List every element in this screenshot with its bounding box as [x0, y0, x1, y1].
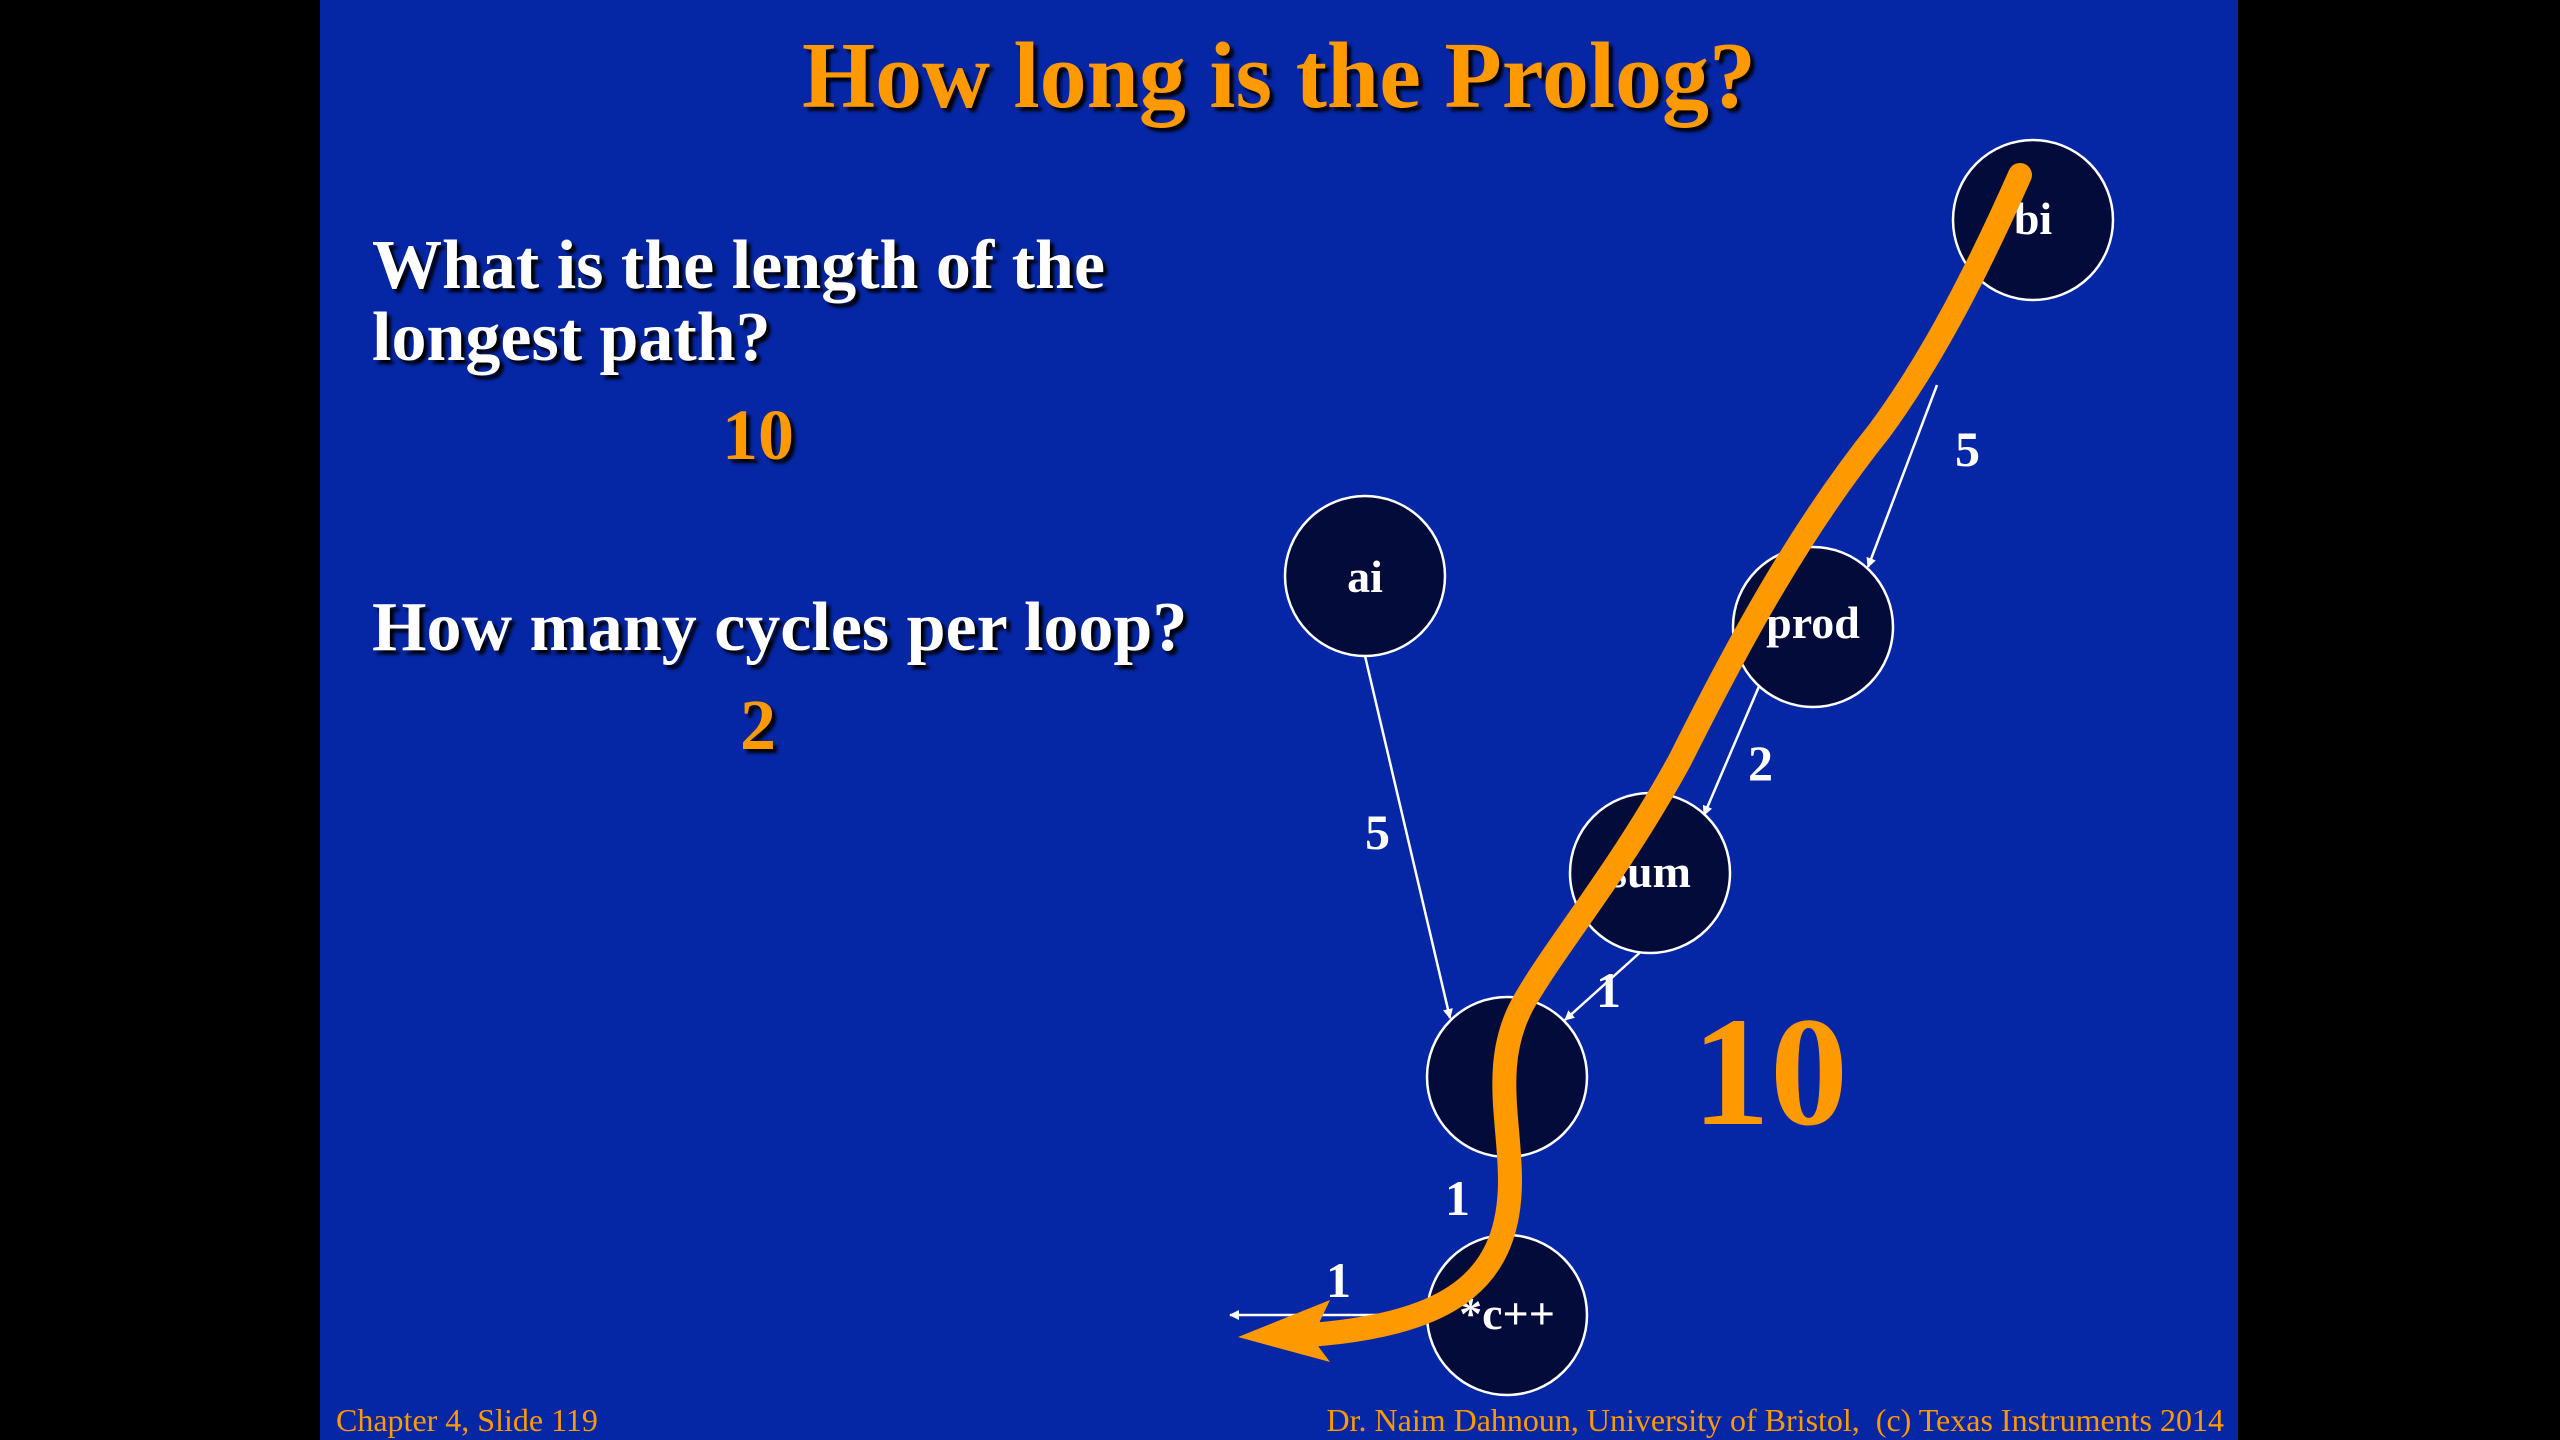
edge-prod-sum	[1702, 683, 1762, 816]
edge-label-prod-sum: 2	[1748, 735, 1773, 791]
edge-label-ai-c: 5	[1365, 804, 1390, 860]
node-prod-label: prod	[1766, 597, 1860, 648]
edge-label-c-cpp: 1	[1445, 1170, 1470, 1226]
answer-2: 2	[740, 685, 776, 765]
question-1-line-2: longest path?	[372, 299, 771, 376]
edge-sum-c	[1564, 947, 1646, 1021]
footer-chapter-slide: Chapter 4, Slide 119	[336, 1402, 598, 1438]
question-1-line-1: What is the length of the	[372, 227, 1106, 304]
footer-credits: Dr. Naim Dahnoun, University of Bristol,…	[1326, 1402, 2224, 1438]
edge-ai-c	[1363, 655, 1453, 1019]
edge-label-bi-prod: 5	[1955, 421, 1980, 477]
slide-title: How long is the Prolog?	[802, 24, 1756, 128]
edge-label-sum-c: 1	[1596, 962, 1621, 1018]
edge-label-cpp-out: 1	[1326, 1252, 1351, 1308]
node-cpp: *c++	[1425, 1233, 1589, 1397]
longest-path-arrow	[1273, 163, 2032, 1348]
node-ai-label: ai	[1347, 551, 1383, 602]
node-sum: sum	[1568, 791, 1732, 955]
node-ai: ai	[1283, 494, 1447, 658]
slide: How long is the Prolog? What is the leng…	[320, 0, 2238, 1440]
longest-path-arrowhead	[1238, 1300, 1330, 1362]
edge-bi-prod	[1866, 384, 1939, 568]
answer-1: 10	[722, 395, 794, 475]
path-total: 10	[1692, 985, 1848, 1158]
question-2: How many cycles per loop?	[372, 589, 1188, 666]
dependency-graph: bi ai prod sum c *c++ 5 5 2 1 1 1	[1229, 138, 2115, 1397]
